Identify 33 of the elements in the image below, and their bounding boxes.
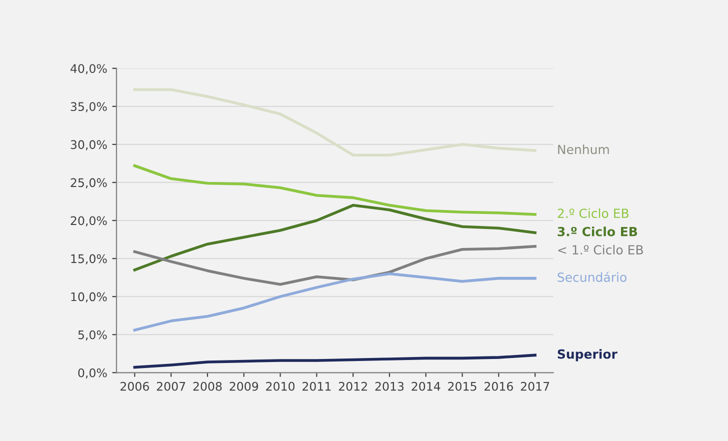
x-tick-label: 2011	[302, 382, 331, 391]
x-tick-label: 2017	[520, 382, 550, 391]
y-tick-label: 40,0%	[70, 64, 107, 74]
line-series	[133, 88, 536, 156]
series-label: 2.º Ciclo EB	[558, 208, 628, 218]
x-tick-label: 2010	[266, 382, 295, 391]
line-series	[133, 354, 536, 369]
y-tick-label: 5,0%	[78, 330, 107, 340]
x-tick-label: 2006	[120, 382, 149, 391]
y-tick-label: 25,0%	[70, 178, 107, 188]
x-tick-label: 2013	[375, 382, 404, 391]
x-tick-label: 2015	[448, 382, 476, 391]
y-tick-label: 35,0%	[70, 102, 107, 112]
series-label: < 1.º Ciclo EB	[558, 244, 643, 255]
y-tick-label: 10,0%	[71, 292, 107, 302]
line-series	[133, 272, 536, 332]
series-label: Superior	[558, 349, 618, 362]
y-tick-label: 30,0%	[70, 140, 107, 150]
x-tick-label: 2016	[484, 382, 513, 391]
x-tick-label: 2007	[156, 382, 186, 391]
x-tick-label: 2012	[338, 382, 367, 391]
series-label: Nenhum	[558, 144, 609, 154]
x-tick-label: 2008	[193, 382, 222, 391]
y-tick-label: 20,0%	[70, 216, 107, 226]
series-label: Secundário	[558, 272, 626, 282]
line-series	[133, 204, 536, 272]
line-series	[133, 244, 536, 286]
y-tick-label: 0,0%	[78, 368, 107, 379]
x-tick-label: 2009	[230, 382, 258, 391]
series-label: 3.º Ciclo EB	[558, 226, 638, 236]
x-tick-label: 2014	[412, 382, 440, 391]
line-series	[133, 164, 536, 216]
y-tick-label: 15,0%	[71, 254, 107, 264]
